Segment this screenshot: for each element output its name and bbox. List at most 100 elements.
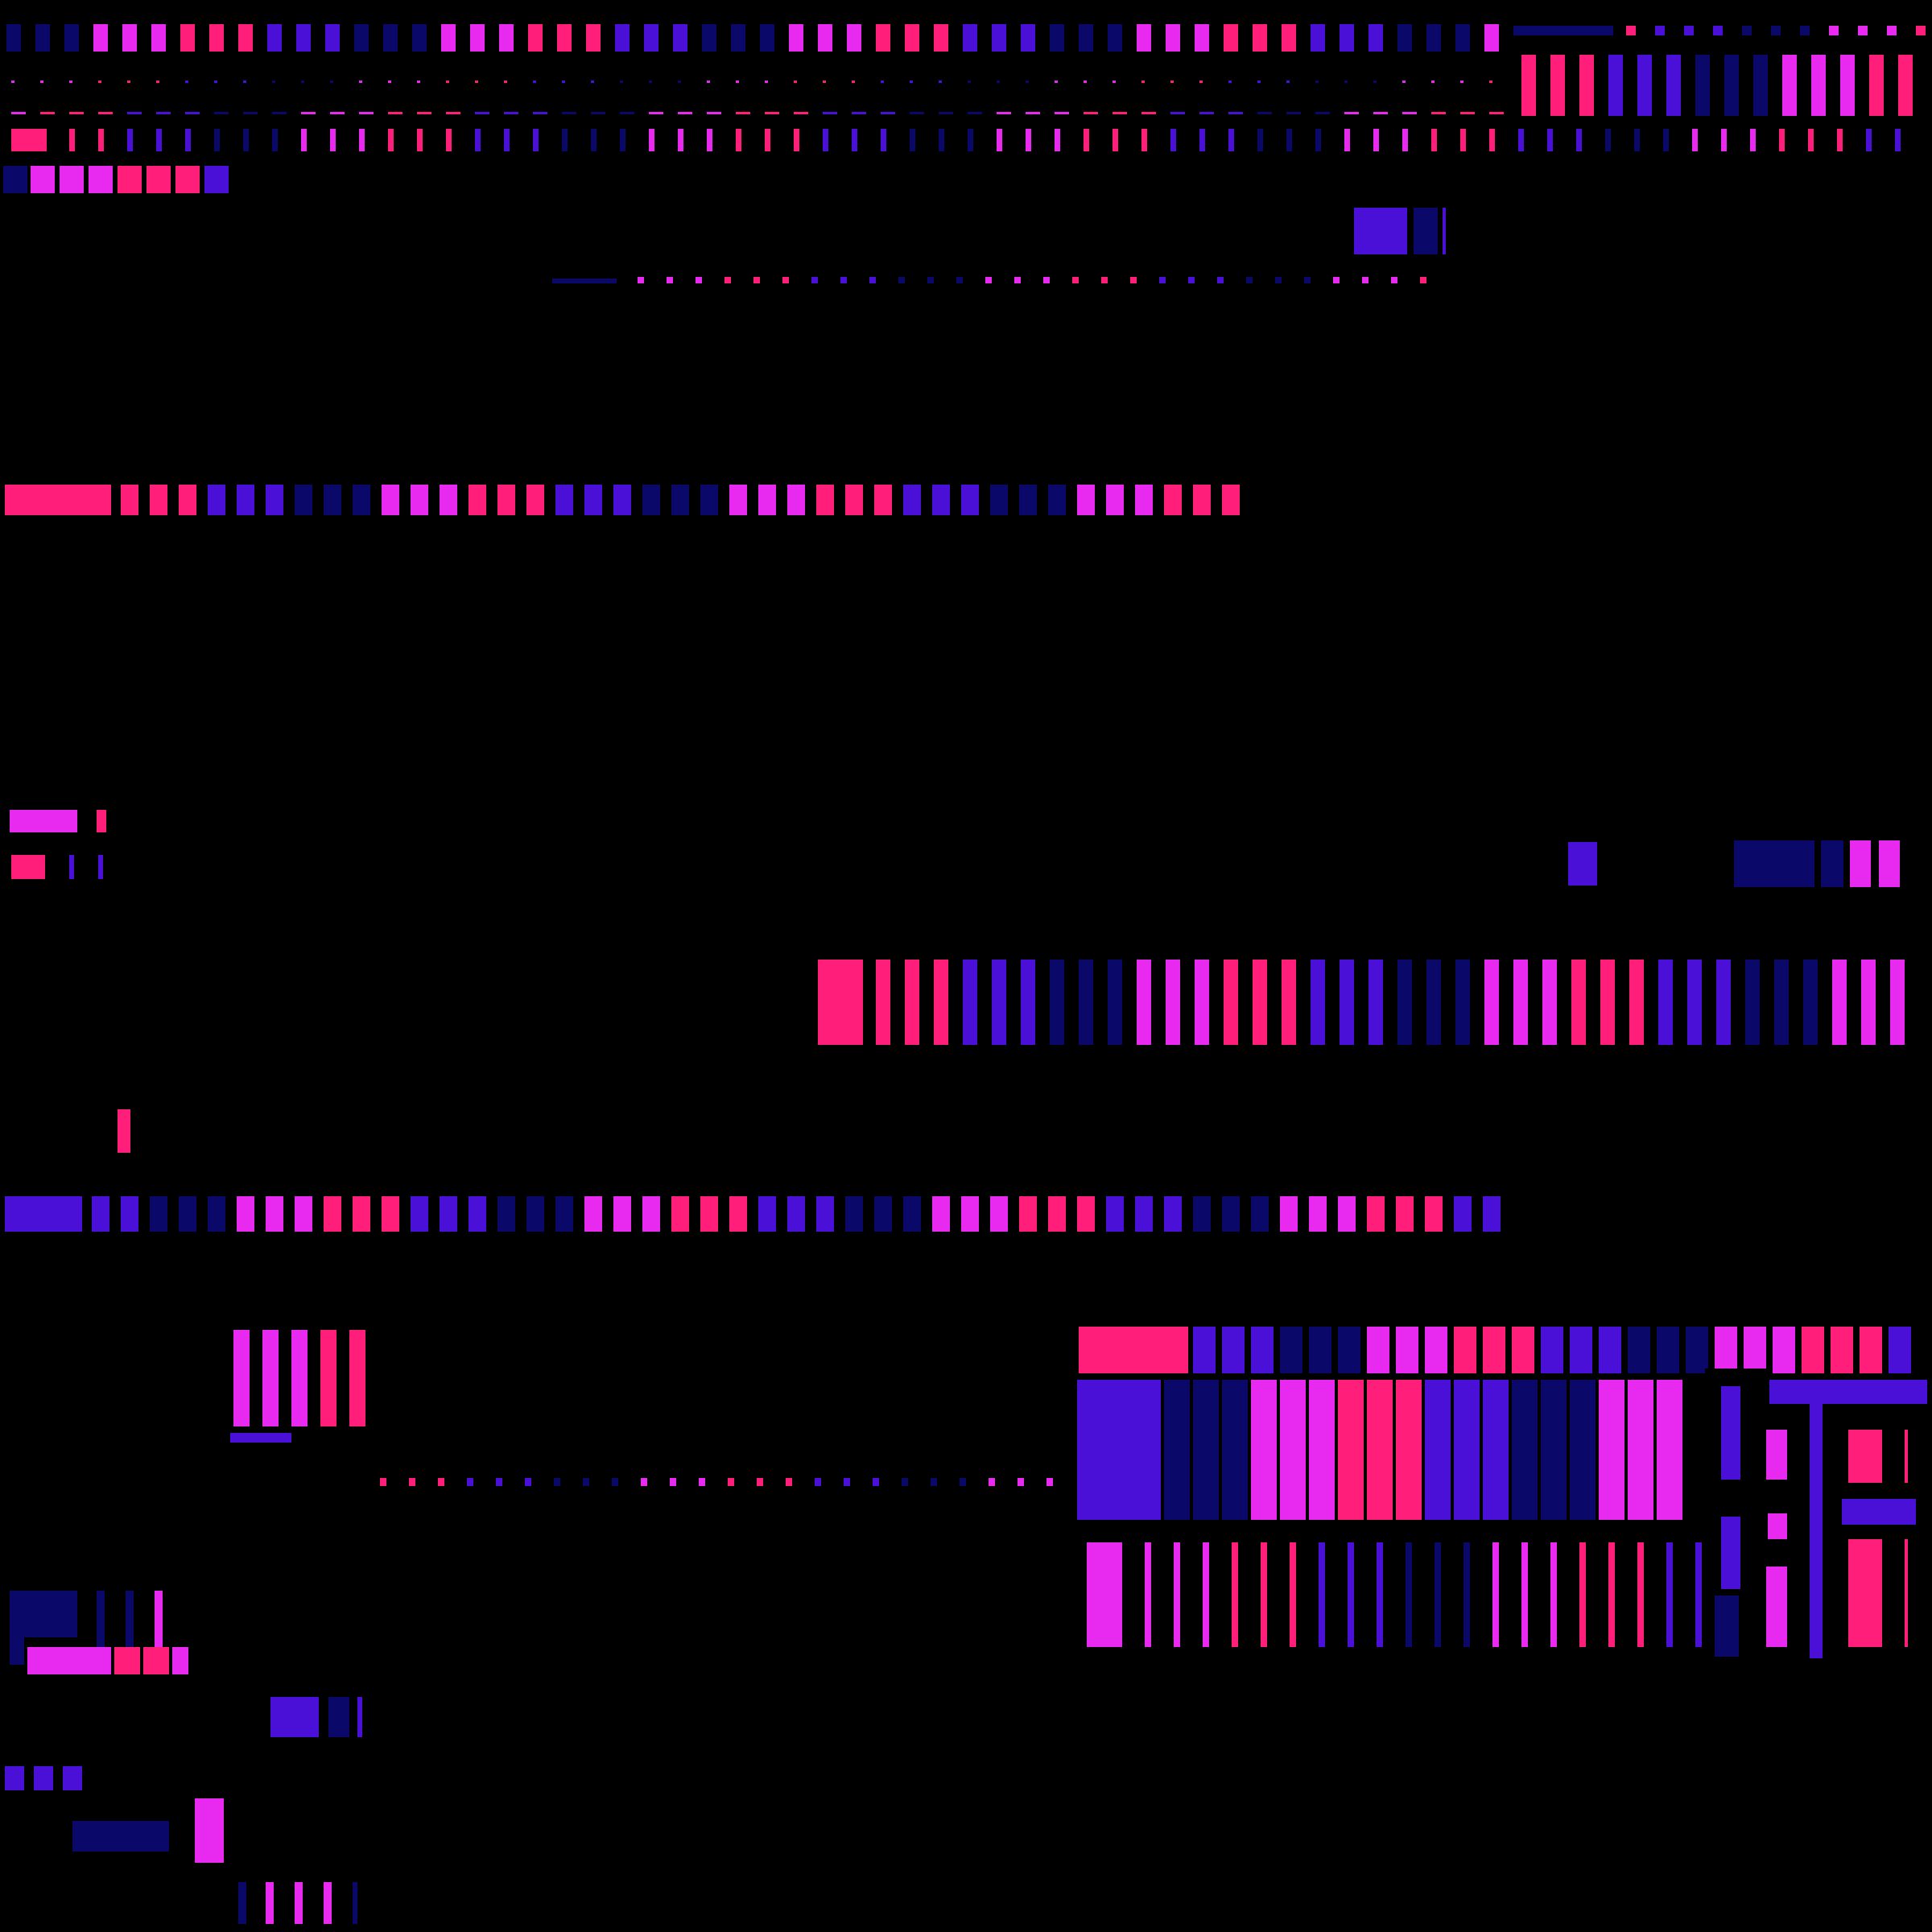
row3-tick-26 xyxy=(823,129,828,151)
row4-bar-1 xyxy=(60,166,84,193)
top-right-tick-7 xyxy=(1829,26,1839,35)
row3-tick-60 xyxy=(1808,129,1814,151)
long-row-bar-28 xyxy=(932,485,950,515)
faint-tick-13 xyxy=(388,80,391,83)
row3-tick-13 xyxy=(446,129,452,151)
faint-tick-2 xyxy=(69,80,72,83)
long-row-bar-5 xyxy=(266,485,283,515)
br-top-bar-24 xyxy=(1889,1327,1911,1373)
bl-stack-bar-3 xyxy=(320,1330,336,1426)
bl-dot-19 xyxy=(931,1478,937,1486)
long-row-bar-19 xyxy=(671,485,689,515)
thin-rule-45 xyxy=(1315,112,1330,114)
row3-tick-28 xyxy=(881,129,886,151)
lower-row-bar-20 xyxy=(671,1196,689,1232)
long-row-bar-6 xyxy=(295,485,312,515)
row3-tick-45 xyxy=(1373,129,1379,151)
thin-rule-13 xyxy=(388,112,402,114)
lower-row-bar-35 xyxy=(1106,1196,1124,1232)
faint-tick-22 xyxy=(649,80,652,83)
dotted-row-dot-8 xyxy=(869,277,876,283)
thin-rule-41 xyxy=(1199,112,1214,114)
bl-dot-10 xyxy=(670,1478,676,1486)
row3-tick-48 xyxy=(1460,129,1466,151)
top-row-bar-4 xyxy=(122,24,137,52)
faint-tick-18 xyxy=(533,80,536,83)
top-row-bar-35 xyxy=(1021,24,1035,52)
dotted-row-dot-14 xyxy=(1043,277,1050,283)
tall-band-bar-16 xyxy=(1340,960,1354,1045)
row3-tick-30 xyxy=(939,129,944,151)
long-row-bar-22 xyxy=(758,485,776,515)
bl-dark-block xyxy=(10,1591,77,1637)
lower-row-bar-29 xyxy=(932,1196,950,1232)
bl-foot-1 xyxy=(238,1882,246,1924)
thin-rule-31 xyxy=(910,112,924,114)
top-row-bar-17 xyxy=(499,24,514,52)
faint-tick-36 xyxy=(1055,80,1058,83)
tall-band-bar-10 xyxy=(1166,960,1180,1045)
br-big-bar-14 xyxy=(1570,1380,1596,1520)
top-row-bar-8 xyxy=(238,24,253,52)
long-row-bar-12 xyxy=(469,485,486,515)
dotted-row-dot-17 xyxy=(1130,277,1137,283)
bl-dot-2 xyxy=(438,1478,444,1486)
thin-rule-22 xyxy=(649,112,663,114)
bl-dot-22 xyxy=(1018,1478,1024,1486)
thin-rule-20 xyxy=(591,112,605,114)
small-tick-b2 xyxy=(98,855,103,879)
tall-band-bar-18 xyxy=(1397,960,1412,1045)
faint-tick-4 xyxy=(127,80,130,83)
lower-row-bar-16 xyxy=(555,1196,573,1232)
row3-tick-6 xyxy=(243,129,249,151)
row3-tick-14 xyxy=(475,129,481,151)
long-row-bar-34 xyxy=(1106,485,1124,515)
top-right-tick-3 xyxy=(1713,26,1723,35)
br-top-bar-1 xyxy=(1222,1327,1245,1373)
top-row-bar-36 xyxy=(1050,24,1064,52)
lower-row-bar-44 xyxy=(1367,1196,1385,1232)
thin-rule-26 xyxy=(765,112,779,114)
top-row-bar-19 xyxy=(557,24,572,52)
upper-right-bar-9 xyxy=(1782,55,1797,116)
row3-tick-35 xyxy=(1084,129,1089,151)
row3-tick-63 xyxy=(1895,129,1901,151)
tall-band-bar-11 xyxy=(1195,960,1209,1045)
long-row-bar-11 xyxy=(440,485,457,515)
thin-rule-23 xyxy=(678,112,692,114)
tall-band-bar-31 xyxy=(1774,960,1789,1045)
lower-row-bar-23 xyxy=(758,1196,776,1232)
top-row-bar-48 xyxy=(1397,24,1412,52)
tall-band-bar-26 xyxy=(1629,960,1644,1045)
row3-tick-1 xyxy=(98,129,104,151)
lower-row-bar-46 xyxy=(1425,1196,1443,1232)
dotted-row-dot-13 xyxy=(1014,277,1021,283)
thin-rule-51 xyxy=(1489,112,1504,114)
row3-tick-36 xyxy=(1113,129,1118,151)
bl-pink-1 xyxy=(114,1647,140,1674)
br-panel-spine xyxy=(1810,1404,1823,1658)
br-top-bar-0 xyxy=(1193,1327,1216,1373)
mid-right-wide xyxy=(1734,840,1814,887)
lower-row-bar-45 xyxy=(1396,1196,1414,1232)
br-big-bar-4 xyxy=(1280,1380,1306,1520)
tall-band-bar-13 xyxy=(1253,960,1267,1045)
thin-rule-42 xyxy=(1228,112,1243,114)
br-low-tick-17 xyxy=(1637,1542,1644,1647)
top-row-bar-22 xyxy=(644,24,658,52)
bl-dot-21 xyxy=(989,1478,995,1486)
tall-band-bar-4 xyxy=(992,960,1006,1045)
long-row-bar-30 xyxy=(990,485,1008,515)
long-row-bar-27 xyxy=(903,485,921,515)
row3-tick-53 xyxy=(1605,129,1611,151)
br-low-tick-16 xyxy=(1608,1542,1615,1647)
top-row-bar-26 xyxy=(760,24,774,52)
lower-row-bar-21 xyxy=(700,1196,718,1232)
top-row-bar-47 xyxy=(1368,24,1383,52)
tall-band-bar-17 xyxy=(1368,960,1383,1045)
small-bar-a xyxy=(10,810,77,832)
upper-right-bar-10 xyxy=(1811,55,1826,116)
row3-tick-23 xyxy=(736,129,741,151)
lower-row-bar-32 xyxy=(1019,1196,1037,1232)
br-low-tick-2 xyxy=(1203,1542,1209,1647)
